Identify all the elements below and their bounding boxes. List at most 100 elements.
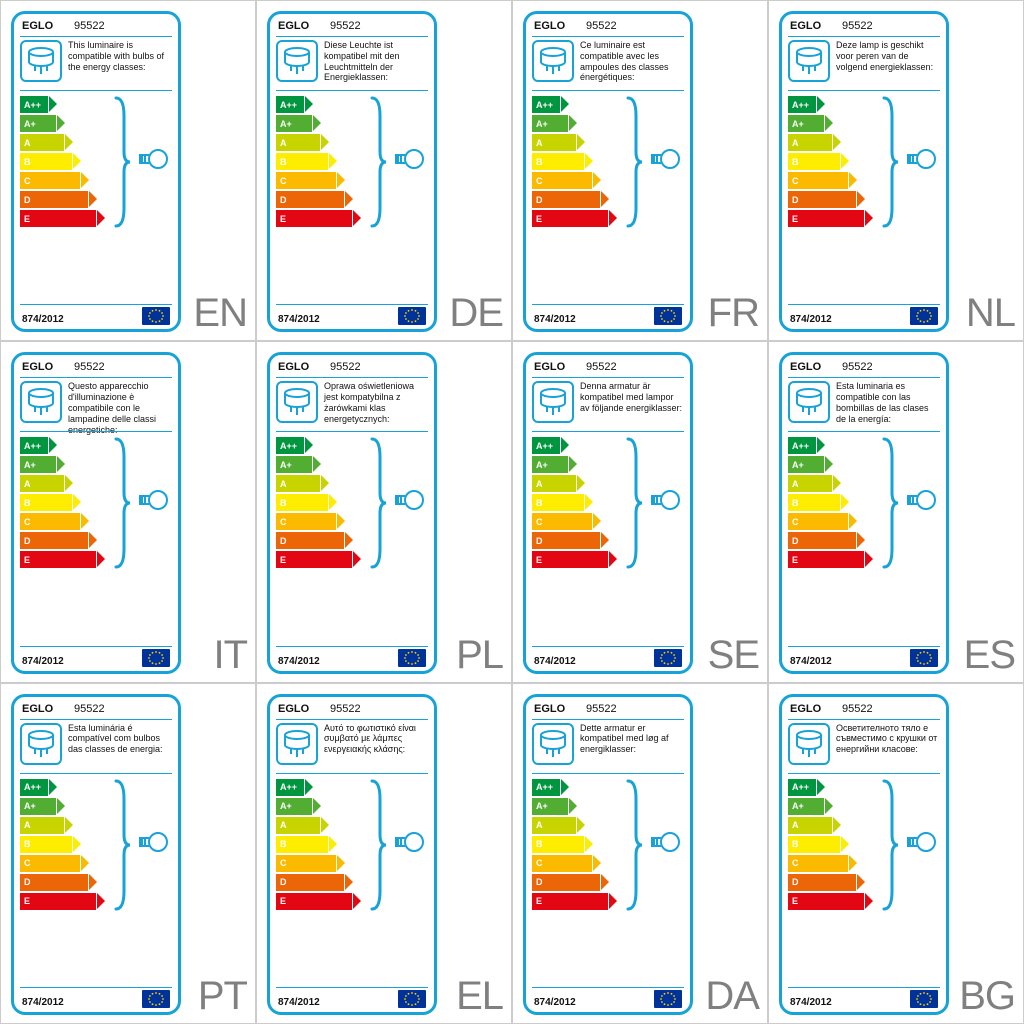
lamp-iconbox [788, 381, 830, 423]
brace-icon [882, 96, 900, 228]
energy-class-code: C [536, 858, 543, 868]
energy-class-code: A+ [536, 801, 548, 811]
brace-icon [370, 779, 388, 911]
language-code: EN [193, 291, 247, 336]
energy-class-code: A+ [280, 119, 292, 129]
energy-class-code: B [536, 157, 543, 167]
bulb-icon [392, 831, 426, 853]
language-code: FR [708, 291, 759, 336]
energy-arrow: B [20, 153, 100, 170]
eu-flag [142, 307, 170, 325]
energy-arrow: A+ [788, 115, 868, 132]
lamp-icon [536, 387, 570, 417]
energy-class-code: D [792, 536, 799, 546]
model-text: 95522 [74, 20, 105, 32]
energy-arrow: C [276, 513, 356, 530]
language-code: PL [456, 633, 503, 678]
energy-class-code: E [24, 555, 30, 565]
regulation-text: 874/2012 [278, 656, 320, 667]
energy-class-code: B [24, 498, 31, 508]
energy-class-code: A++ [280, 441, 297, 451]
language-code: ES [964, 633, 1015, 678]
energy-class-code: D [792, 195, 799, 205]
energy-arrow: A [788, 817, 868, 834]
compat-text: Ce luminaire est compatible avec les amp… [580, 40, 684, 83]
lamp-icon [24, 46, 58, 76]
energy-arrow: B [532, 836, 612, 853]
energy-arrow: A++ [788, 96, 868, 113]
energy-arrow: E [276, 210, 356, 227]
energy-arrows: A++ A+ A B C D [20, 779, 100, 912]
eu-flag [910, 990, 938, 1008]
model-text: 95522 [74, 361, 105, 373]
lamp-iconbox [20, 381, 62, 423]
energy-class-code: A++ [792, 100, 809, 110]
label-cell: EGLO 95522 Esta luminária é compatível c… [0, 683, 256, 1024]
energy-class-code: A++ [280, 100, 297, 110]
energy-class-code: A+ [792, 801, 804, 811]
energy-arrow: C [20, 172, 100, 189]
energy-arrow: E [532, 551, 612, 568]
energy-class-code: B [792, 839, 799, 849]
energy-class-code: B [280, 157, 287, 167]
energy-class-code: C [536, 176, 543, 186]
energy-class-code: A [536, 820, 543, 830]
energy-class-code: A [792, 138, 799, 148]
energy-class-code: C [280, 858, 287, 868]
label-cell: EGLO 95522 Diese Leuchte ist kompatibel … [256, 0, 512, 341]
lamp-iconbox [20, 40, 62, 82]
energy-arrow: B [788, 153, 868, 170]
energy-arrow: A [276, 475, 356, 492]
model-text: 95522 [330, 20, 361, 32]
energy-class-code: C [24, 517, 31, 527]
label-cell: EGLO 95522 Dette armatur er kompatibel m… [512, 683, 768, 1024]
language-code: DE [449, 291, 503, 336]
bulb-icon [904, 148, 938, 170]
energy-arrow: A [276, 134, 356, 151]
label-cell: EGLO 95522 Questo apparecchio d'illumina… [0, 341, 256, 682]
energy-arrow: A++ [788, 437, 868, 454]
eu-flag-stars [398, 307, 426, 325]
brace-icon [626, 437, 644, 569]
energy-label: EGLO 95522 Осветителното тяло е съвмести… [779, 694, 949, 1015]
energy-arrow: D [276, 532, 356, 549]
energy-arrow: B [532, 494, 612, 511]
model-text: 95522 [842, 703, 873, 715]
bulb-icon [392, 489, 426, 511]
energy-class-code: C [792, 858, 799, 868]
energy-class-code: C [24, 176, 31, 186]
energy-arrow: B [276, 153, 356, 170]
compat-text: Denna armatur är kompatibel med lampor a… [580, 381, 684, 413]
eu-flag-stars [910, 649, 938, 667]
energy-arrow: C [532, 855, 612, 872]
eu-flag [142, 649, 170, 667]
language-code: NL [966, 291, 1015, 336]
energy-class-code: A [24, 820, 31, 830]
energy-class-code: B [280, 498, 287, 508]
energy-arrow: E [20, 210, 100, 227]
eu-flag-stars [142, 649, 170, 667]
energy-class-code: E [280, 555, 286, 565]
eu-flag [910, 649, 938, 667]
energy-arrow: A+ [532, 115, 612, 132]
model-text: 95522 [586, 20, 617, 32]
energy-arrow: A+ [20, 798, 100, 815]
energy-arrow: C [788, 172, 868, 189]
bulb-icon [904, 831, 938, 853]
energy-class-code: B [24, 839, 31, 849]
lamp-icon [536, 46, 570, 76]
energy-arrow: E [20, 551, 100, 568]
energy-class-code: A [280, 138, 287, 148]
energy-arrow: D [788, 874, 868, 891]
eu-flag-stars [910, 307, 938, 325]
energy-arrow: A+ [20, 115, 100, 132]
energy-arrow: A [788, 134, 868, 151]
regulation-text: 874/2012 [534, 314, 576, 325]
energy-arrow: B [276, 836, 356, 853]
energy-arrow: B [20, 836, 100, 853]
energy-arrow: C [20, 513, 100, 530]
energy-class-code: D [280, 877, 287, 887]
brace-icon [882, 437, 900, 569]
lamp-icon [24, 729, 58, 759]
energy-class-code: D [280, 536, 287, 546]
